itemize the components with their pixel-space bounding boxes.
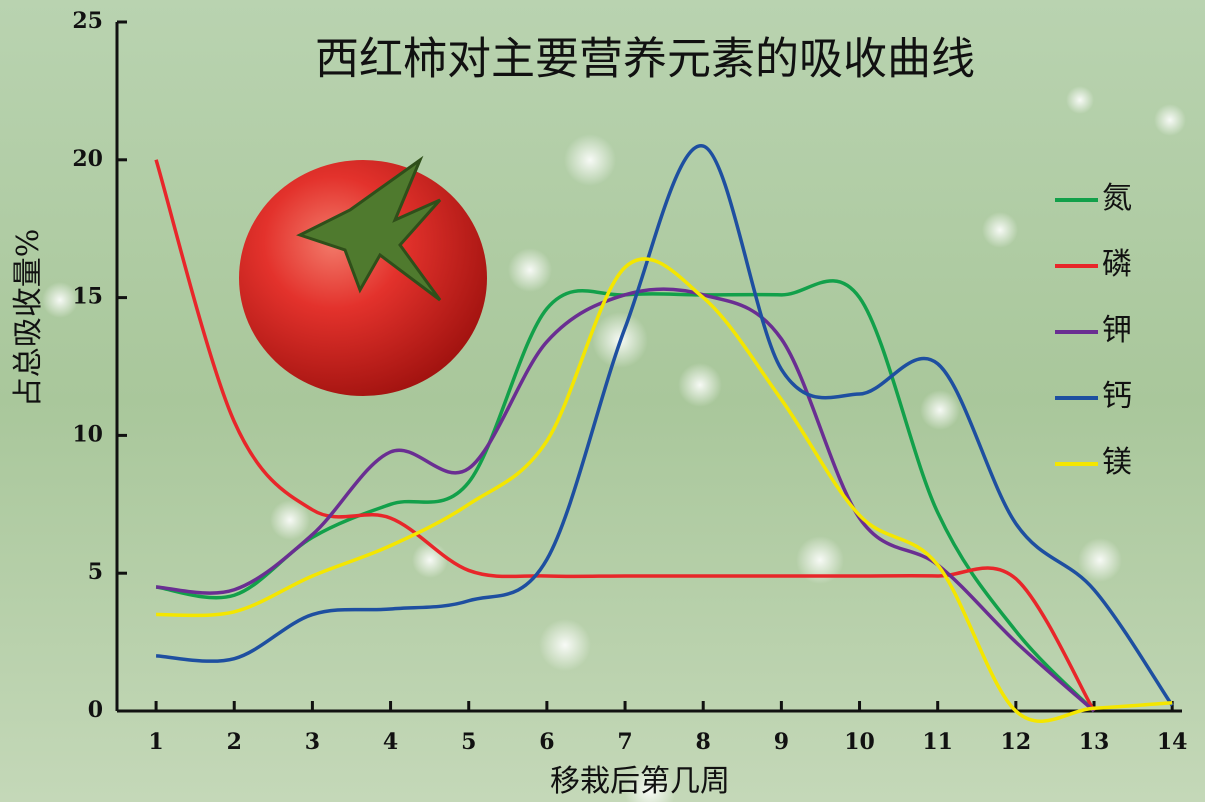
line-series — [156, 257, 1173, 723]
y-tick-label: 10 — [72, 421, 103, 447]
x-tick-label: 6 — [539, 729, 554, 755]
legend-label: 钙 — [1102, 379, 1132, 414]
y-tick-label: 25 — [72, 8, 103, 34]
x-tick-label: 5 — [461, 729, 476, 755]
legend-label: 钾 — [1102, 313, 1132, 348]
y-tick-label: 0 — [88, 697, 103, 723]
x-tick-label: 4 — [383, 729, 398, 755]
line-series — [155, 144, 1174, 707]
legend-label: 磷 — [1102, 247, 1132, 282]
chart-title: 西红柿对主要营养元素的吸收曲线 — [315, 34, 975, 85]
x-axis-title: 移栽后第几周 — [550, 764, 730, 799]
x-tick-label: 8 — [696, 729, 711, 755]
x-tick-label: 1 — [148, 729, 163, 755]
x-tick-label: 11 — [922, 729, 953, 755]
x-tick-label: 2 — [227, 729, 242, 755]
x-tick-label: 9 — [774, 729, 789, 755]
x-tick-label: 13 — [1079, 729, 1110, 755]
x-tick-label: 12 — [1001, 729, 1032, 755]
background-decor — [42, 86, 1186, 802]
x-tick-label: 3 — [305, 729, 320, 755]
legend-label: 氮 — [1102, 181, 1132, 216]
y-tick-label: 15 — [72, 284, 103, 310]
y-axis-title: 占总吸收量% — [11, 229, 46, 408]
y-tick-label: 20 — [72, 146, 103, 172]
x-tick-label: 7 — [617, 729, 632, 755]
tomato-illustration — [239, 155, 487, 396]
x-tick-label: 10 — [844, 729, 875, 755]
legend-label: 镁 — [1102, 445, 1132, 480]
y-tick-label: 5 — [88, 559, 103, 585]
x-tick-label: 14 — [1157, 729, 1188, 755]
